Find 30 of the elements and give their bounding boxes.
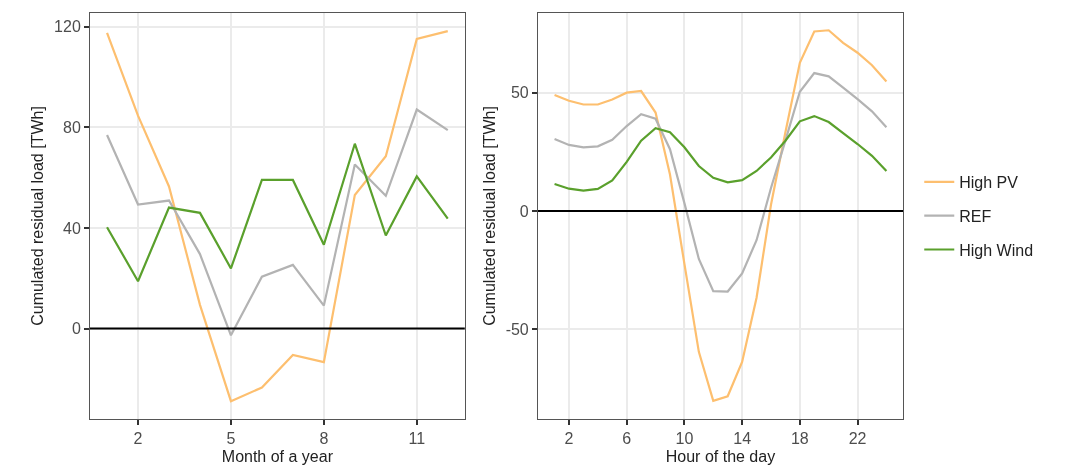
x-tick-label: 10: [675, 430, 694, 448]
x-tick-label: 2: [133, 430, 143, 448]
x-tick-label: 5: [226, 430, 236, 448]
line-series: [553, 29, 888, 402]
legend-label: High PV: [959, 174, 1019, 192]
y-tick-label: -50: [505, 320, 529, 338]
y-tick-label: 40: [63, 219, 81, 237]
y-tick-label: 80: [63, 118, 81, 136]
y-tick-label: 0: [71, 320, 81, 338]
x-tick-label: 18: [790, 430, 809, 448]
x-tick-label: 22: [848, 430, 867, 448]
x-tick-label: 8: [319, 430, 329, 448]
line-series: [105, 30, 449, 403]
x-axis-title: Hour of the day: [665, 447, 776, 465]
x-axis-title: Month of a year: [221, 447, 334, 465]
y-tick-label: 0: [519, 202, 529, 220]
legend-label: REF: [959, 207, 992, 225]
x-tick-label: 2: [564, 430, 574, 448]
x-tick-label: 11: [408, 430, 426, 448]
line-series: [105, 108, 449, 337]
line-series: [553, 115, 888, 192]
legend-label: High Wind: [959, 241, 1034, 259]
x-tick-label: 14: [733, 430, 752, 448]
x-tick-label: 6: [622, 430, 632, 448]
y-tick-label: 50: [510, 84, 529, 102]
y-tick-label: 120: [54, 18, 81, 36]
y-axis-title: Cumulated residual load [TWh]: [480, 106, 498, 326]
line-series: [553, 71, 888, 293]
line-series: [105, 142, 449, 283]
y-axis-title: Cumulated residual load [TWh]: [29, 106, 46, 326]
